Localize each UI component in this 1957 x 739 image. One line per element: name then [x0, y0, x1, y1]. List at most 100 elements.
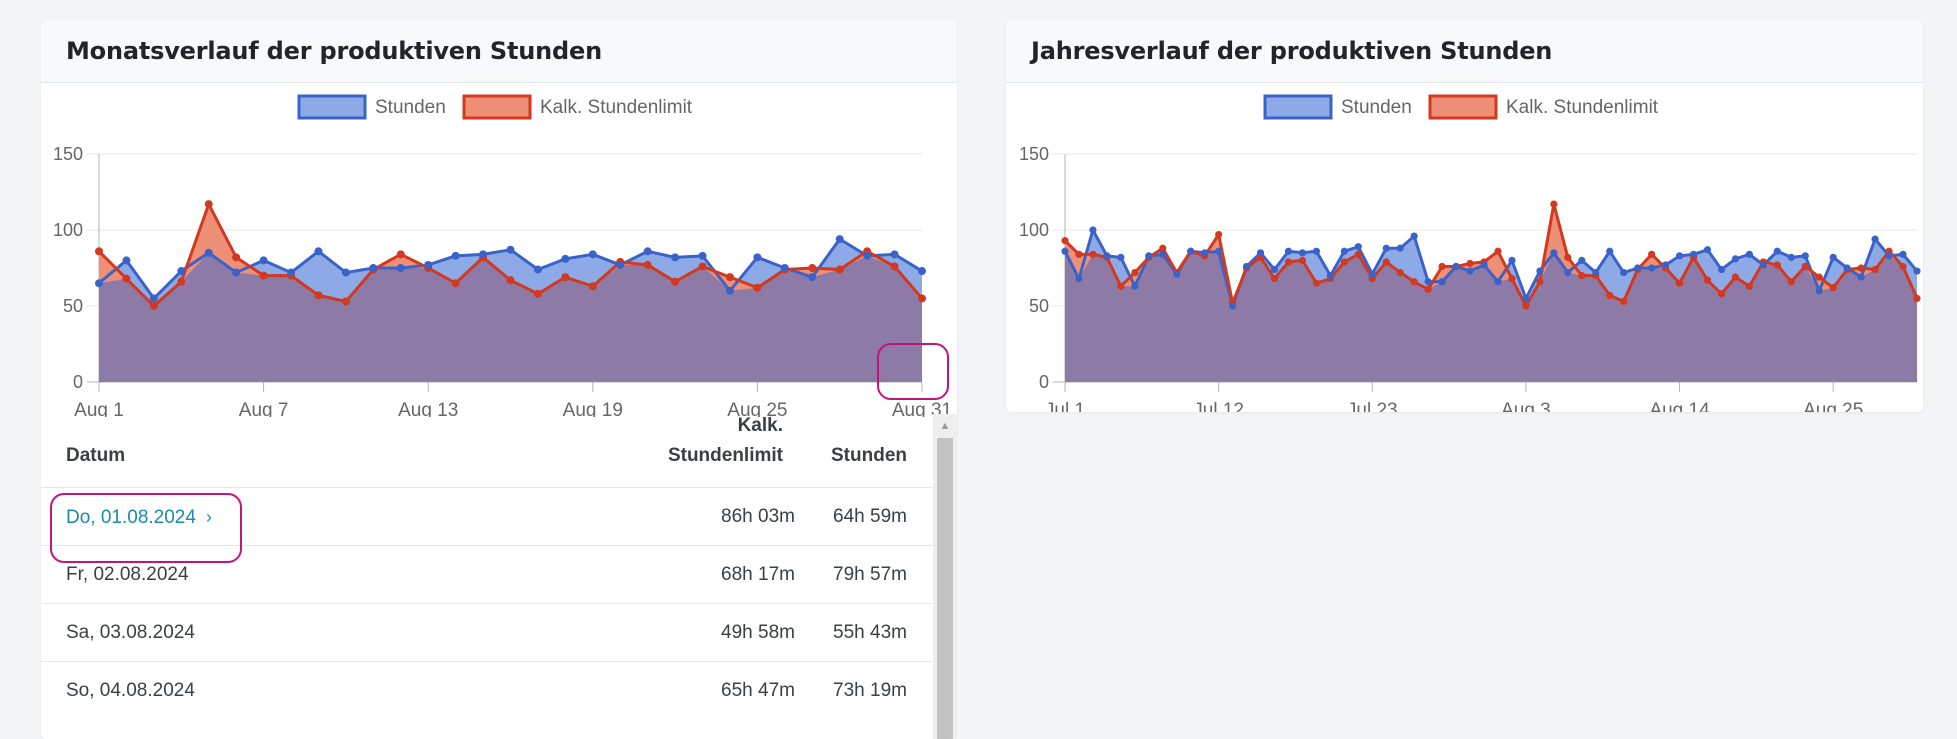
y-tick-label: 100: [1019, 220, 1049, 240]
data-point-stunden: [341, 268, 350, 277]
data-point-stunden: [1215, 247, 1223, 255]
data-point-limit: [1620, 297, 1628, 306]
data-point-limit: [1871, 265, 1879, 274]
data-point-stunden: [506, 245, 515, 254]
data-point-limit: [725, 273, 734, 282]
row-date-text[interactable]: Do, 01.08.2024: [66, 507, 196, 528]
data-point-stunden: [1187, 247, 1195, 255]
row-hours: 73h 19m: [833, 680, 907, 701]
data-point-limit: [1312, 279, 1321, 287]
data-point-stunden: [204, 248, 213, 257]
x-tick-label: Aug 25: [1803, 400, 1863, 412]
data-point-limit: [1410, 278, 1418, 286]
data-point-stunden: [1564, 268, 1572, 277]
data-point-stunden: [1689, 250, 1698, 258]
y-tick-label: 100: [53, 220, 83, 240]
data-point-limit: [671, 277, 680, 286]
data-point-stunden: [1857, 273, 1865, 281]
scrollbar-thumb[interactable]: [937, 438, 953, 739]
data-point-limit: [1801, 262, 1809, 271]
data-point-stunden: [1731, 255, 1740, 263]
table-row[interactable]: Fr, 02.08.2024 68h 17m 79h 57m: [41, 545, 933, 603]
data-point-limit: [506, 276, 515, 285]
data-point-limit: [1494, 247, 1502, 255]
table-header-hours[interactable]: Stunden: [831, 445, 907, 466]
data-point-stunden: [1298, 249, 1307, 257]
data-point-limit: [1396, 268, 1404, 277]
data-point-limit: [314, 291, 323, 300]
data-point-stunden: [1508, 256, 1516, 264]
x-tick-label: Aug 3: [1501, 400, 1551, 412]
y-tick-label: 0: [1039, 372, 1049, 392]
y-tick-label: 150: [1019, 144, 1049, 164]
data-point-stunden: [1885, 252, 1893, 260]
data-point-stunden: [451, 251, 460, 260]
chevron-right-icon[interactable]: ›: [205, 507, 212, 527]
legend-label-stunden: Stunden: [375, 97, 446, 118]
area-fill-overlap: [1065, 251, 1917, 382]
data-point-limit: [1424, 285, 1432, 293]
data-point-stunden: [1787, 253, 1795, 261]
area-fill-overlap: [99, 252, 922, 382]
data-point-stunden: [588, 250, 597, 259]
data-point-stunden: [479, 250, 488, 259]
data-point-limit: [204, 200, 213, 209]
data-point-stunden: [533, 265, 542, 274]
data-point-stunden: [1452, 262, 1460, 271]
data-point-limit: [1131, 268, 1139, 277]
table-row[interactable]: So, 04.08.2024 65h 47m 73h 19m: [41, 661, 933, 719]
data-point-limit: [95, 247, 103, 256]
x-tick-label: Aug 1: [74, 400, 124, 417]
data-point-limit: [1340, 258, 1348, 266]
data-point-stunden: [1103, 252, 1111, 260]
data-point-limit: [1159, 244, 1167, 252]
data-point-stunden: [122, 256, 131, 265]
data-point-stunden: [1159, 250, 1167, 258]
chart-legend: Stunden Kalk. Stundenlimit: [1263, 94, 1659, 120]
row-date-link[interactable]: Do, 01.08.2024 ›: [66, 488, 212, 547]
data-point-limit: [1508, 275, 1516, 283]
data-point-stunden: [177, 267, 186, 276]
row-date: So, 04.08.2024: [66, 680, 195, 701]
y-tick-label: 50: [1029, 296, 1049, 316]
data-point-limit: [753, 283, 762, 292]
data-point-stunden: [1075, 275, 1083, 283]
table-row[interactable]: Do, 01.08.2024 › 86h 03m 64h 59m: [41, 487, 933, 545]
data-point-limit: [177, 277, 186, 286]
data-point-limit: [1215, 230, 1223, 239]
table-header-date[interactable]: Datum: [66, 445, 126, 466]
scroll-up-arrow-icon[interactable]: ▲: [939, 420, 951, 432]
data-point-stunden: [1717, 265, 1726, 274]
data-point-stunden: [753, 253, 762, 262]
table-header-limit-line2[interactable]: Stundenlimit: [667, 445, 783, 466]
data-point-limit: [1815, 273, 1823, 281]
data-point-limit: [1578, 272, 1586, 280]
chart-legend: Stunden Kalk. Stundenlimit: [297, 94, 693, 120]
data-point-stunden: [808, 273, 817, 282]
month-area-chart: Stunden Kalk. Stundenlimit 0 50 100 150 Aug 1 A…: [53, 94, 952, 417]
table-header-limit-line1[interactable]: Kalk.: [737, 415, 783, 436]
data-point-limit: [1899, 262, 1907, 271]
row-limit: 86h 03m: [721, 506, 795, 527]
data-point-stunden: [1410, 232, 1418, 240]
y-tick-label: 150: [53, 144, 83, 164]
data-point-stunden: [1745, 250, 1753, 258]
table-row[interactable]: Sa, 03.08.2024 49h 58m 55h 43m: [41, 603, 933, 661]
data-point-limit: [1703, 276, 1712, 284]
data-point-limit: [1717, 290, 1726, 298]
data-point-limit: [1857, 264, 1865, 272]
row-hours: 55h 43m: [833, 622, 907, 643]
data-point-stunden: [149, 294, 158, 303]
data-point-stunden: [1759, 261, 1767, 269]
data-point-limit: [643, 260, 652, 269]
data-point-stunden: [1201, 249, 1209, 257]
legend-swatch-limit: [1428, 94, 1498, 120]
data-point-stunden: [1871, 235, 1879, 243]
y-tick-label: 50: [63, 296, 83, 316]
table-scrollbar[interactable]: ▲: [933, 414, 957, 739]
data-point-stunden: [369, 264, 378, 272]
data-point-stunden: [1675, 252, 1684, 260]
data-point-limit: [561, 273, 570, 282]
data-point-stunden: [1899, 250, 1907, 258]
x-tick-label: Aug 14: [1649, 400, 1710, 412]
